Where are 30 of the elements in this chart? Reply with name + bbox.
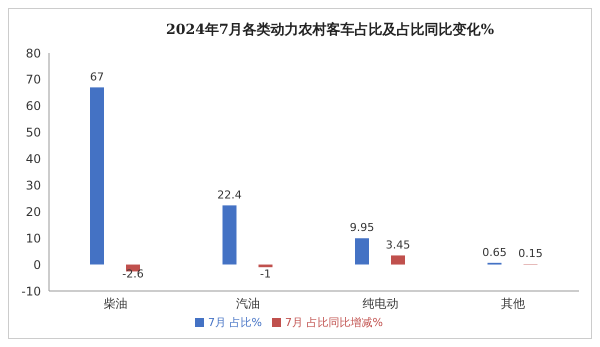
data-label: 9.95 [350,221,374,234]
chart-title: 2024年7月各类动力农村客车占比及占比同比变化% [164,21,495,39]
data-label: 22.4 [217,188,242,202]
legend-label: 7月 占比同比增减% [285,316,383,329]
bar [355,238,369,265]
y-tick-label: 50 [26,126,41,140]
y-tick-label: 80 [26,46,41,60]
data-label: 0.65 [482,246,507,259]
data-label: -2.6 [122,268,144,281]
x-tick-label: 纯电动 [362,296,398,311]
y-tick-label: -10 [21,284,41,298]
y-tick-label: 0 [33,258,41,272]
y-tick-label: 70 [26,72,41,87]
y-tick-label: 30 [26,178,41,192]
x-tick-label: 汽油 [236,296,260,311]
data-label: 0.15 [518,247,543,260]
bar [258,264,272,268]
legend-label: 7月 占比% [208,316,262,329]
data-label: 67 [90,70,104,84]
x-tick-label: 柴油 [103,296,128,311]
x-tick-label: 其他 [500,296,525,311]
y-tick-label: 10 [26,231,41,246]
data-label: -1 [260,268,271,281]
bar [222,205,236,265]
data-label: 3.45 [386,238,410,252]
y-tick-label: 60 [26,99,41,114]
bar [391,255,405,265]
bar [90,87,104,265]
y-tick-label: 20 [26,204,41,219]
y-tick-label: 40 [26,152,41,166]
